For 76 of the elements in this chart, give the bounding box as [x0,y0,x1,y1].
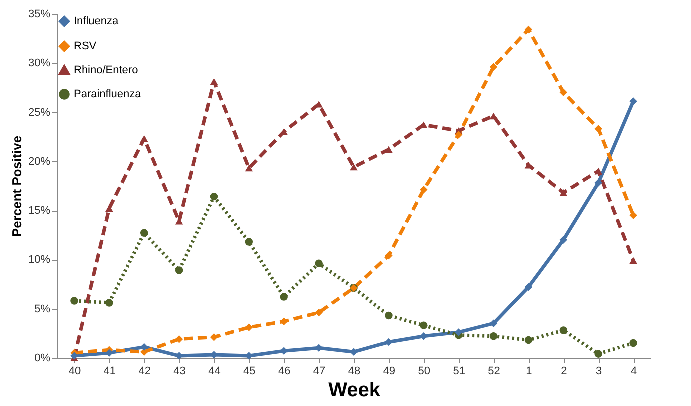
x-tick-label: 40 [68,366,82,378]
point [524,283,533,292]
y-tick-label: 5% [34,303,51,316]
x-tick-label: 41 [104,366,116,378]
point [560,326,568,334]
point [420,322,428,330]
y-tick-label: 30% [28,58,51,70]
point [560,88,568,96]
point [315,308,323,317]
point [385,146,393,153]
point [140,229,148,238]
x-tick-label: 43 [174,366,186,378]
point [560,190,568,196]
y-tick-label: 15% [28,205,51,218]
x-tick-label: 52 [488,366,500,378]
point [490,63,498,71]
x-tick-label: 50 [418,366,431,378]
x-tick-label: 47 [313,366,326,378]
point [490,320,498,328]
point [594,168,602,175]
point [630,257,638,264]
point [70,352,78,360]
x-tick-label: 48 [348,366,361,378]
y-axis-title: Percent Positive [9,136,24,238]
point [106,349,114,357]
point [454,328,463,336]
point [245,164,254,172]
point [594,350,602,358]
point [70,297,78,305]
point [420,186,428,194]
point [630,339,638,348]
point [106,205,114,212]
point [385,312,393,320]
point [630,98,638,106]
point [210,333,218,342]
point [175,266,184,274]
point [315,260,323,268]
legend-label: Influenza [74,16,120,28]
x-tick-label: 4 [630,366,638,378]
x-tick-label: 1 [526,366,532,378]
x-tick-label: 44 [208,366,221,378]
legend-label: RSV [74,40,98,52]
point [350,164,358,171]
y-tick-label: 0% [34,352,51,364]
point [560,236,568,244]
point [210,78,218,86]
point [280,293,288,301]
x-tick-label: 2 [561,366,568,378]
legend-label: Rhino/Entero [74,64,138,76]
point [490,332,498,340]
y-tick-label: 25% [28,106,51,119]
point [594,125,602,133]
x-tick-label: 49 [383,366,396,378]
legend-label: Parainfluenza [74,88,142,100]
point [210,192,218,201]
point [454,131,463,139]
point [140,135,148,142]
y-tick-label: 35% [28,8,51,20]
x-tick-label: 42 [138,366,151,378]
point [594,179,602,187]
point [175,335,184,344]
x-axis-title: Week [328,380,382,402]
point [245,238,254,246]
x-tick-label: 45 [244,366,256,378]
x-tick-label: 51 [453,366,466,378]
point [280,318,288,326]
point [524,336,533,344]
x-tick-label: 3 [596,366,602,378]
point [524,26,533,34]
point [106,299,114,307]
y-tick-label: 20% [28,156,51,168]
y-tick-label: 10% [28,254,51,266]
x-tick-label: 46 [278,366,291,378]
point [245,324,254,332]
point [385,252,393,260]
point [630,212,638,220]
